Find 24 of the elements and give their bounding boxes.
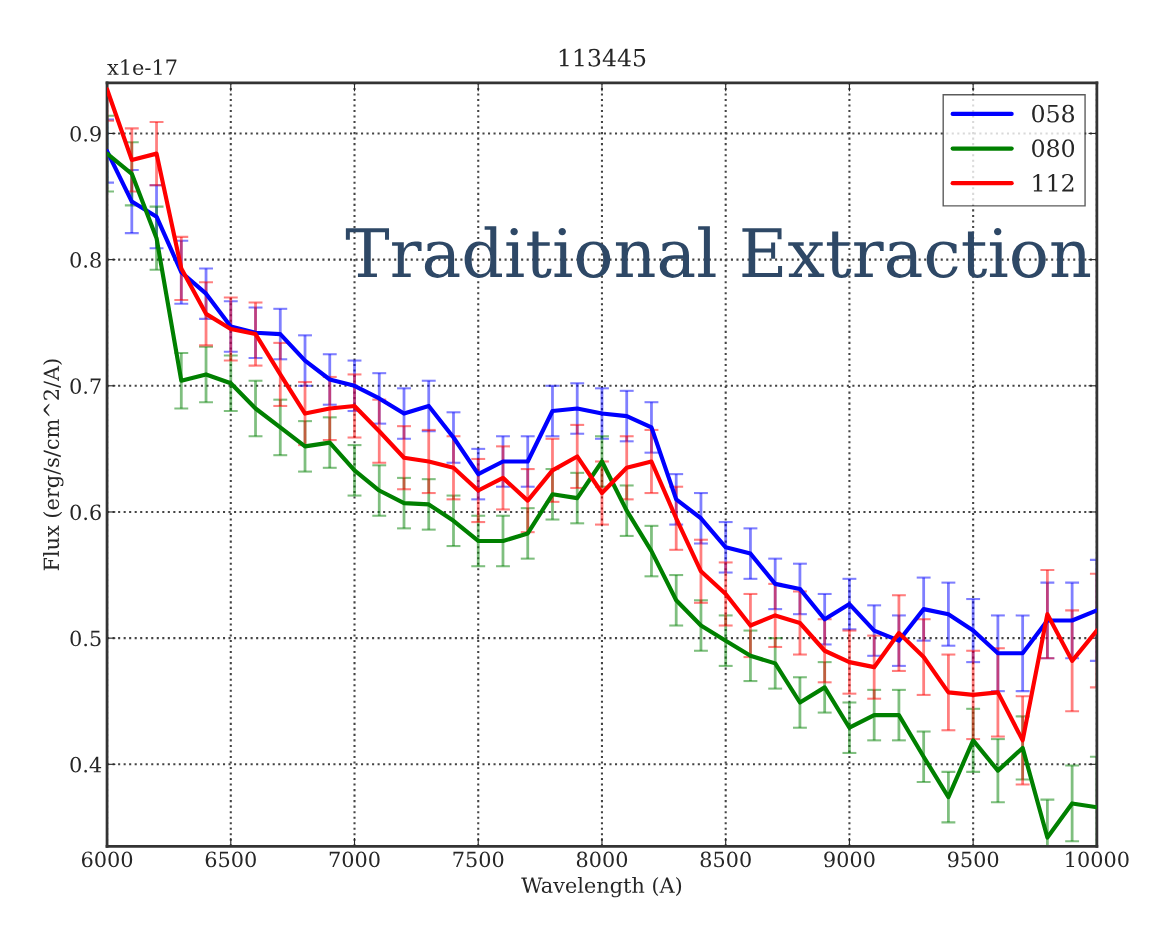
legend-label: 058 [1032, 104, 1075, 123]
x-tick-label: 6000 [81, 851, 133, 868]
x-axis-title: Wavelength (A) [521, 876, 682, 898]
x-tick-label: 8500 [700, 851, 751, 868]
y-tick-label: 0.4 [70, 756, 102, 773]
x-tick-label: 9000 [824, 851, 875, 868]
chart-title: 113445 [559, 48, 646, 67]
line-series [107, 87, 1097, 743]
x-tick-label: 7000 [329, 851, 380, 868]
y-tick-label: 0.7 [70, 378, 101, 394]
legend-label: 112 [1033, 173, 1074, 192]
y-tick-label: 0.8 [70, 252, 101, 268]
x-tick-label: 10000 [1066, 851, 1129, 868]
y-tick-label: 0.9 [70, 125, 101, 142]
x-tick-label: 8000 [576, 851, 628, 868]
y-tick-label: 0.5 [70, 630, 101, 647]
x-tick-label: 6500 [205, 851, 256, 868]
y-axis-title: Flux (erg/s/cm^2/A) [43, 359, 64, 571]
x-tick-label: 9500 [947, 851, 999, 868]
x-tick-label: 7500 [453, 851, 504, 868]
y-tick-label: 0.6 [70, 504, 101, 521]
text: x1e-17 [107, 59, 177, 76]
legend-label: 080 [1032, 139, 1075, 158]
annotation: Traditional Extraction [345, 226, 1091, 278]
